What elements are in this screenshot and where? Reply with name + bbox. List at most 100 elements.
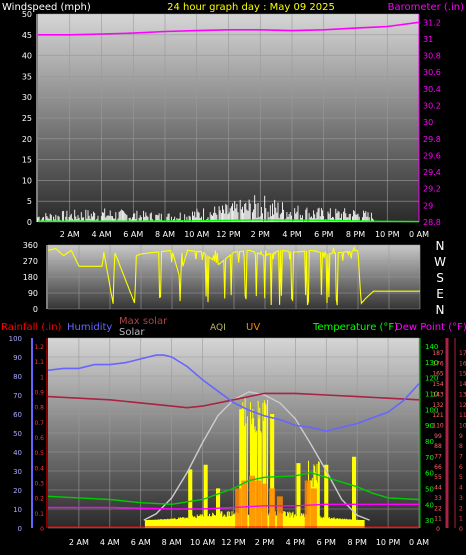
direction-axis: 0 90 180 270 360 <box>23 241 48 314</box>
humidity-tick-label: 80 <box>13 373 22 381</box>
uv-bar <box>276 496 283 528</box>
humidity-tick-label: 0 <box>18 525 22 533</box>
solar-tick-label: 77 <box>434 454 442 461</box>
humidity-tick-label: 70 <box>13 392 22 400</box>
legend-humidity: Humidity <box>67 322 112 333</box>
wind-direction-series <box>47 245 420 306</box>
uv-tick-label: 15 <box>459 371 466 378</box>
barometer-tick-label: 30 <box>423 118 433 127</box>
solar-tick-label: 176 <box>432 360 444 367</box>
time-tick-label: 10 PM <box>376 538 401 547</box>
time-tick-label: 10 AM <box>190 538 215 547</box>
barometer-tick-label: 29 <box>423 201 433 210</box>
uv-bar <box>255 480 262 528</box>
solar-tick-label: 66 <box>434 464 442 471</box>
solar-tick-label: 44 <box>434 485 442 492</box>
time-tick-label: 12 PM <box>221 538 246 547</box>
uv-tick-label: 0 <box>459 526 463 533</box>
chart-title: 24 hour graph day : May 09 2025 <box>167 2 335 13</box>
time-tick-label: 0 AM <box>409 230 429 239</box>
temperature-tick-label: 110 <box>425 390 438 398</box>
temperature-series <box>47 471 420 506</box>
barometer-label: Barometer (.in) <box>388 2 464 13</box>
direction-tick-label: 90 <box>28 289 38 298</box>
time-tick-label: 10 PM <box>375 230 400 239</box>
time-tick-label: 6 AM <box>131 538 151 547</box>
direction-tick-label: 270 <box>23 257 38 266</box>
windspeed-tick-label: 25 <box>22 114 32 123</box>
solar-tick-label: 99 <box>434 433 442 440</box>
barometer-tick-label: 31.2 <box>423 18 441 27</box>
solar-tick-label: 22 <box>434 505 442 512</box>
uv-bar <box>310 488 317 528</box>
solar-tick-label: 154 <box>432 381 444 388</box>
humidity-tick-label: 30 <box>13 468 22 476</box>
uv-tick-label: 5 <box>459 474 463 481</box>
solar-tick-label: 33 <box>434 495 442 502</box>
direction-series <box>47 245 420 306</box>
solar-tick-label: 132 <box>432 402 444 409</box>
solar-tick-label: 0 <box>436 526 440 533</box>
humidity-tick-label: 50 <box>13 430 22 438</box>
solar-tick-label: 110 <box>432 422 444 429</box>
time-tick-label: 4 AM <box>91 230 111 239</box>
windspeed-tick-label: 20 <box>22 135 32 144</box>
rainfall-tick-label: 0.6 <box>34 435 44 442</box>
time-tick-label: 8 PM <box>346 230 365 239</box>
rainfall-tick-label: 0.4 <box>34 465 44 472</box>
uv-tick-label: 9 <box>459 433 463 440</box>
barometer-tick-label: 28.8 <box>423 218 441 227</box>
uv-tick-label: 10 <box>459 422 466 429</box>
time-axis-top: 2 AM 4 AM 6 AM 8 AM 10 AM 12 PM 2 PM 4 PM 6 PM 8 … <box>60 230 429 239</box>
solar-tick-label: 55 <box>434 474 442 481</box>
compass-label: S <box>436 271 444 285</box>
temperature-tick-label: 70 <box>425 454 434 462</box>
humidity-tick-label: 20 <box>13 487 22 495</box>
weather-panel-series <box>47 354 420 528</box>
wind-panel-series <box>37 21 420 223</box>
windspeed-tick-label: 15 <box>22 156 32 165</box>
barometer-tick-label: 30.8 <box>423 52 441 61</box>
direction-panel-grid <box>48 244 421 310</box>
legend-rainfall: Rainfall (.in) <box>1 322 62 333</box>
temperature-tick-label: 30 <box>425 517 434 525</box>
max-solar-series <box>143 391 370 521</box>
legend-dewpoint: Dew Point (°F) <box>395 322 466 333</box>
barometer-series <box>38 21 420 36</box>
time-tick-label: 12 PM <box>216 230 241 239</box>
windspeed-tick-label: 5 <box>27 197 32 206</box>
compass-label: W <box>434 255 446 269</box>
temperature-tick-label: 120 <box>425 375 438 383</box>
windspeed-axis: 0 5 10 15 20 25 30 35 40 45 50 <box>22 10 38 227</box>
rainfall-tick-label: 1 <box>40 374 44 381</box>
uv-tick-label: 13 <box>459 391 466 398</box>
time-tick-label: 10 AM <box>184 230 209 239</box>
temperature-tick-label: 140 <box>425 343 438 351</box>
rainfall-tick-label: 0.7 <box>34 420 44 427</box>
humidity-tick-label: 40 <box>13 449 22 457</box>
temperature-tick-label: 40 <box>425 501 434 509</box>
weather-panel-axes: 010203040506070809010000.10.20.30.40.50.… <box>9 335 466 533</box>
solar-tick-label: 88 <box>434 443 442 450</box>
time-tick-label: 4 PM <box>286 538 305 547</box>
direction-tick-label: 0 <box>33 305 38 314</box>
time-tick-label: 2 AM <box>69 538 89 547</box>
uv-tick-label: 6 <box>459 464 463 471</box>
barometer-tick-label: 29.2 <box>423 185 441 194</box>
windspeed-tick-label: 35 <box>22 72 32 81</box>
uv-tick-label: 17 <box>459 350 466 357</box>
temperature-tick-label: 100 <box>425 406 438 414</box>
dewpoint-series <box>48 503 419 510</box>
wind-panel-grid <box>38 13 420 223</box>
uv-tick-label: 4 <box>459 485 463 492</box>
direction-tick-label: 180 <box>23 273 38 282</box>
legend-temperature: Temperature (°F) <box>312 322 398 333</box>
rainfall-tick-label: 1.2 <box>34 344 44 351</box>
solar-tick-label: 187 <box>432 350 444 357</box>
humidity-tick-label: 10 <box>13 506 22 514</box>
time-axis-bottom: 2 AM 4 AM 6 AM 8 AM 10 AM 12 PM 2 PM 4 PM 6 PM 8 … <box>69 538 429 547</box>
windspeed-tick-label: 40 <box>22 52 32 61</box>
humidity-tick-label: 100 <box>9 335 22 343</box>
time-tick-label: 6 PM <box>317 538 336 547</box>
